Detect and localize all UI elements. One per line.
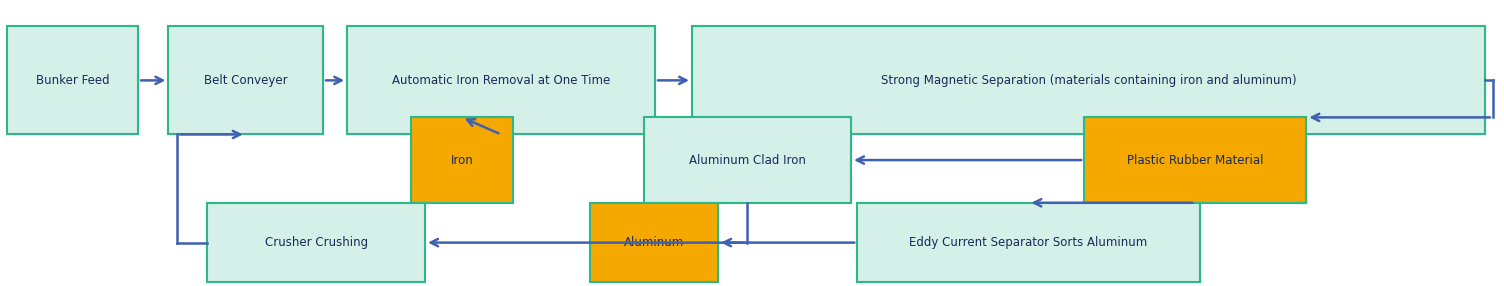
Text: Bunker Feed: Bunker Feed bbox=[36, 74, 110, 87]
FancyBboxPatch shape bbox=[347, 26, 656, 134]
Text: Plastic Rubber Material: Plastic Rubber Material bbox=[1126, 154, 1263, 166]
FancyBboxPatch shape bbox=[644, 117, 851, 203]
FancyBboxPatch shape bbox=[591, 203, 719, 283]
FancyBboxPatch shape bbox=[411, 117, 513, 203]
Text: Eddy Current Separator Sorts Aluminum: Eddy Current Separator Sorts Aluminum bbox=[910, 236, 1148, 249]
Text: Crusher Crushing: Crusher Crushing bbox=[265, 236, 368, 249]
Text: Aluminum: Aluminum bbox=[624, 236, 684, 249]
Text: Automatic Iron Removal at One Time: Automatic Iron Removal at One Time bbox=[393, 74, 611, 87]
Text: Aluminum Clad Iron: Aluminum Clad Iron bbox=[689, 154, 806, 166]
Text: Belt Conveyer: Belt Conveyer bbox=[205, 74, 287, 87]
Text: Iron: Iron bbox=[451, 154, 474, 166]
FancyBboxPatch shape bbox=[208, 203, 426, 283]
FancyBboxPatch shape bbox=[8, 26, 138, 134]
FancyBboxPatch shape bbox=[1084, 117, 1307, 203]
FancyBboxPatch shape bbox=[168, 26, 323, 134]
FancyBboxPatch shape bbox=[692, 26, 1486, 134]
Text: Strong Magnetic Separation (materials containing iron and aluminum): Strong Magnetic Separation (materials co… bbox=[881, 74, 1296, 87]
FancyBboxPatch shape bbox=[857, 203, 1200, 283]
